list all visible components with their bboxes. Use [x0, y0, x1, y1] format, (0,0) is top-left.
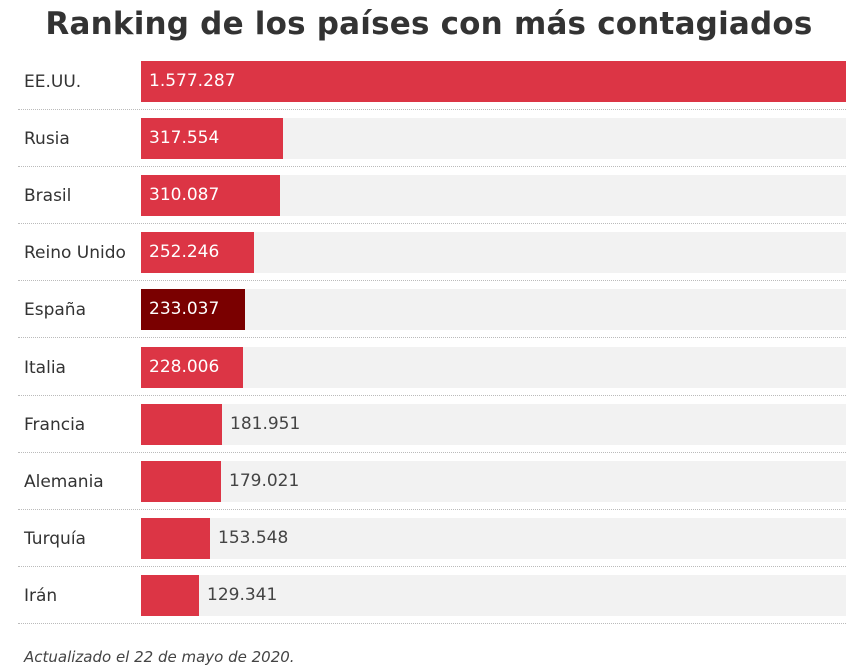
category-label: Irán [24, 586, 57, 606]
row-divider [18, 337, 846, 338]
category-label: Alemania [24, 472, 104, 492]
row-divider [18, 280, 846, 281]
bar-ir-n [141, 575, 199, 616]
value-label: 310.087 [149, 175, 219, 216]
category-label: Brasil [24, 186, 71, 206]
category-label: Rusia [24, 129, 70, 149]
bar-francia [141, 404, 222, 445]
bar-ee-uu- [141, 61, 846, 102]
value-label: 228.006 [149, 347, 219, 388]
category-label: Italia [24, 358, 66, 378]
value-label: 153.548 [218, 518, 288, 559]
value-label: 179.021 [229, 461, 299, 502]
value-label: 1.577.287 [149, 61, 236, 102]
category-label: Francia [24, 415, 85, 435]
value-label: 181.951 [230, 404, 300, 445]
row-divider [18, 566, 846, 567]
bar-track [141, 289, 846, 330]
value-label: 129.341 [207, 575, 277, 616]
row-divider [18, 452, 846, 453]
row-divider [18, 623, 846, 624]
bar-alemania [141, 461, 221, 502]
row-divider [18, 395, 846, 396]
row-divider [18, 509, 846, 510]
bar-turqu-a [141, 518, 210, 559]
row-divider [18, 223, 846, 224]
value-label: 317.554 [149, 118, 219, 159]
category-label: Reino Unido [24, 243, 126, 263]
category-label: España [24, 300, 86, 320]
row-divider [18, 166, 846, 167]
footnote: Actualizado el 22 de mayo de 2020. [24, 648, 295, 666]
row-divider [18, 109, 846, 110]
category-label: EE.UU. [24, 72, 81, 92]
value-label: 233.037 [149, 289, 219, 330]
bar-track [141, 347, 846, 388]
category-label: Turquía [24, 529, 86, 549]
value-label: 252.246 [149, 232, 219, 273]
